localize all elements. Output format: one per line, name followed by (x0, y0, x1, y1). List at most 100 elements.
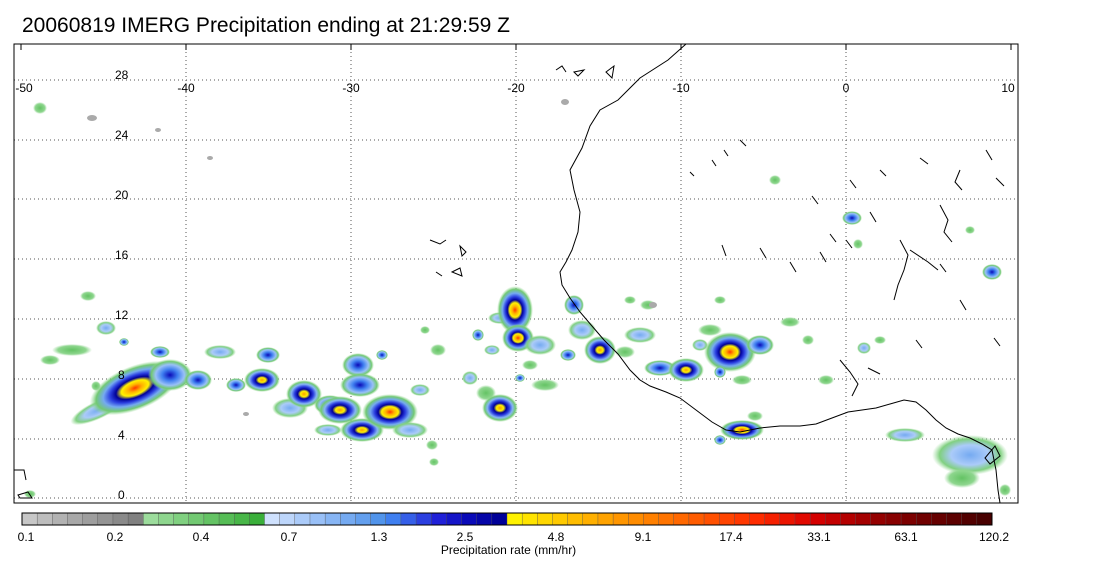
colorbar-swatch (825, 512, 841, 526)
colorbar-swatch (673, 512, 690, 526)
colorbar-swatch (294, 512, 311, 526)
colorbar-swatch (355, 512, 372, 526)
colorbar-swatch (97, 512, 114, 526)
colorbar-swatch (36, 512, 53, 526)
colorbar-swatch (764, 512, 781, 526)
colorbar-swatch (946, 512, 963, 526)
map-title: 20060819 IMERG Precipitation ending at 2… (22, 14, 510, 37)
colorbar-label-9p1: 9.1 (635, 530, 652, 544)
colorbar-swatch (233, 512, 250, 526)
colorbar-swatch (612, 512, 629, 526)
colorbar-swatch (67, 512, 84, 526)
colorbar-swatch (643, 512, 660, 526)
colorbar-label-0p2: 0.2 (107, 530, 124, 544)
colorbar-swatch (461, 512, 478, 526)
colorbar-swatch (779, 512, 796, 526)
colorbar-swatch (521, 512, 538, 526)
lon-label-10: 10 (1001, 81, 1015, 95)
colorbar-swatch (718, 512, 735, 526)
coastlines (14, 44, 1005, 503)
colorbar-label-0p7: 0.7 (281, 530, 298, 544)
colorbar-swatch (173, 512, 190, 526)
colorbar-frame (21, 512, 993, 526)
colorbar-label-120p2: 120.2 (979, 530, 1009, 544)
colorbar-swatch (309, 512, 326, 526)
colorbar-swatch (21, 512, 38, 526)
colorbar-swatch (916, 512, 932, 526)
lon-label-m40: -40 (177, 81, 195, 95)
colorbar-swatch (885, 512, 902, 526)
colorbar-swatch (158, 512, 175, 526)
lat-label-20: 20 (115, 188, 129, 202)
lat-label-16: 16 (115, 248, 129, 262)
lon-label-m30: -30 (342, 81, 360, 95)
colorbar-swatch (370, 512, 387, 526)
colorbar-swatch (400, 512, 417, 526)
colorbar-swatch (506, 512, 523, 526)
colorbar-swatch (749, 512, 766, 526)
graticule (14, 44, 1018, 503)
lat-label-4: 4 (118, 428, 125, 442)
lat-label-12: 12 (115, 308, 129, 322)
colorbar-swatch (961, 512, 978, 526)
colorbar-swatch (688, 512, 705, 526)
colorbar-label-0p4: 0.4 (193, 530, 210, 544)
lat-label-0: 0 (118, 488, 125, 502)
colorbar-swatch (143, 512, 159, 526)
colorbar-label-0p1: 0.1 (18, 530, 35, 544)
lon-label-m10: -10 (672, 81, 690, 95)
colorbar-swatch (491, 512, 508, 526)
colorbar-swatch (855, 512, 872, 526)
colorbar-swatch (794, 512, 811, 526)
colorbar-label-33p1: 33.1 (807, 530, 831, 544)
lon-label-0: 0 (843, 81, 850, 95)
colorbar-swatch (52, 512, 68, 526)
colorbar-label-2p5: 2.5 (457, 530, 474, 544)
colorbar-swatch (734, 512, 751, 526)
colorbar-label-4p8: 4.8 (548, 530, 565, 544)
colorbar-swatch (628, 512, 644, 526)
lat-label-24: 24 (115, 128, 129, 142)
colorbar-swatch (597, 512, 614, 526)
colorbar-swatch (82, 512, 99, 526)
colorbar-swatch (840, 512, 857, 526)
colorbar-swatch (582, 512, 599, 526)
precipitation-field (24, 99, 1011, 498)
colorbar-swatch (279, 512, 296, 526)
colorbar-swatch (809, 512, 826, 526)
colorbar-swatch (870, 512, 887, 526)
colorbar-swatch (264, 512, 281, 526)
colorbar-swatch (112, 512, 129, 526)
frame-ticks (20, 44, 1012, 50)
colorbar-swatch (537, 512, 553, 526)
lat-label-28: 28 (115, 68, 129, 82)
colorbar-swatch (324, 512, 341, 526)
colorbar-swatch (415, 512, 432, 526)
colorbar-label-1p3: 1.3 (371, 530, 388, 544)
colorbar-swatch (431, 512, 447, 526)
colorbar-swatch (340, 512, 356, 526)
colorbar-swatch (567, 512, 584, 526)
lon-label-m20: -20 (507, 81, 525, 95)
colorbar-swatch (385, 512, 402, 526)
colorbar-swatch (446, 512, 463, 526)
lon-label-m50: -50 (15, 81, 33, 95)
colorbar-swatch (249, 512, 265, 526)
colorbar-swatch (658, 512, 675, 526)
colorbar-swatch (900, 512, 917, 526)
colorbar-swatch (476, 512, 493, 526)
colorbar-swatch (203, 512, 220, 526)
colorbar-label-17p4: 17.4 (719, 530, 743, 544)
colorbar-swatch (552, 512, 569, 526)
colorbar-swatch (931, 512, 948, 526)
colorbar-swatch (127, 512, 144, 526)
colorbar-label-63p1: 63.1 (894, 530, 918, 544)
colorbar-swatch (703, 512, 720, 526)
colorbar-swatch (188, 512, 205, 526)
colorbar-swatch (218, 512, 235, 526)
colorbar (21, 512, 993, 526)
lat-label-8: 8 (118, 368, 125, 382)
colorbar-swatch (976, 512, 993, 526)
colorbar-title: Precipitation rate (mm/hr) (440, 543, 577, 557)
